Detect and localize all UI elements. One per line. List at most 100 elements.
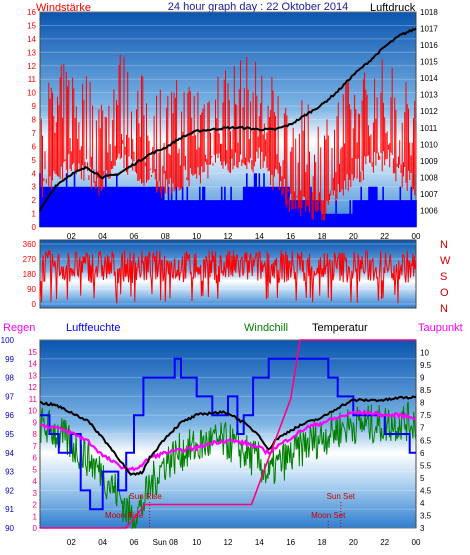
pressure-tick-label: 1011: [420, 124, 438, 133]
time-tick-label: 22: [380, 232, 389, 241]
legend-dewpoint: Taupunkt: [418, 322, 463, 334]
direction-tick-label: 0: [32, 300, 37, 309]
direction-tick-label: 90: [27, 285, 36, 294]
time-tick-label: 14: [255, 538, 264, 547]
time-tick-label: 12: [224, 232, 233, 241]
wind-speed-tick-label: 10: [27, 89, 36, 98]
wind-speed-tick-label: 2: [32, 196, 37, 205]
legend-humidity: Luftfeuchte: [66, 322, 120, 334]
time-tick-label: 14: [255, 232, 264, 241]
time-tick-label: 16: [286, 538, 295, 547]
wind-speed-tick-label: 3: [32, 183, 37, 192]
humidity-tick-label: 95: [5, 430, 14, 439]
time-tick-label: 10: [192, 538, 201, 547]
temperature-tick-label: 7: [420, 424, 425, 433]
time-tick-label: 08: [161, 232, 170, 241]
time-tick-label: 22: [380, 538, 389, 547]
legend-temperature: Temperatur: [312, 322, 368, 334]
rain-tick-label: 2: [33, 501, 38, 510]
wind-speed-tick-label: 8: [32, 116, 37, 125]
legend-rain: Regen: [3, 322, 35, 334]
pressure-tick-label: 1007: [420, 190, 438, 199]
pressure-line: [39, 27, 417, 212]
temperature-tick-label: 10: [420, 349, 429, 358]
compass-label-n-bottom: N: [440, 303, 448, 315]
rain-tick-label: 1: [33, 512, 38, 521]
rain-tick-label: 4: [33, 477, 38, 486]
wind-speed-axis-label: Windstärke: [36, 2, 91, 14]
humidity-tick-label: 94: [5, 449, 14, 458]
compass-label-o: O: [440, 287, 449, 299]
wind-speed-tick-label: 0: [32, 223, 37, 232]
event-label: Moon Rise: [105, 511, 144, 520]
temperature-tick-label: 3.5: [420, 511, 432, 520]
time-tick-label: 18: [318, 538, 327, 547]
pressure-tick-label: 1016: [420, 41, 438, 50]
rain-tick-label: 13: [28, 371, 37, 380]
pressure-tick-label: 1017: [420, 25, 438, 34]
wind-speed-tick-label: 4: [32, 169, 37, 178]
humidity-tick-label: 99: [5, 355, 14, 364]
time-tick-label: 06: [130, 538, 139, 547]
pressure-tick-label: 1009: [420, 157, 438, 166]
temperature-tick-label: 8.5: [420, 386, 432, 395]
rain-tick-label: 8: [33, 430, 38, 439]
rain-tick-label: 6: [33, 454, 38, 463]
dewpoint-line: [39, 409, 417, 474]
event-label: Sun Set: [327, 492, 356, 501]
time-tick-label: 12: [224, 538, 233, 547]
event-label: Moon Set: [311, 511, 346, 520]
temperature-tick-label: 5.5: [420, 461, 432, 470]
time-tick-label: 20: [349, 538, 358, 547]
temperature-tick-label: 9: [420, 374, 425, 383]
time-tick-label: 04: [98, 232, 107, 241]
wind-speed-bars: [39, 54, 417, 221]
rain-tick-label: 9: [33, 418, 38, 427]
rain-tick-label: 5: [33, 465, 38, 474]
time-tick-label: 00: [412, 538, 421, 547]
time-tick-label: 06: [130, 232, 139, 241]
temperature-tick-label: 3: [420, 524, 425, 533]
rain-tick-label: 11: [29, 395, 38, 404]
temperature-tick-label: 5: [420, 474, 425, 483]
pressure-tick-label: 1006: [420, 206, 438, 215]
time-tick-label: 02: [67, 538, 76, 547]
rain-tick-label: 12: [28, 383, 37, 392]
wind-speed-tick-label: 6: [32, 142, 37, 151]
time-tick-label: 16: [286, 232, 295, 241]
humidity-tick-label: 100: [1, 336, 15, 345]
compass-label-w: W: [440, 255, 451, 267]
direction-tick-label: 180: [23, 270, 37, 279]
pressure-tick-label: 1013: [420, 91, 438, 100]
wind-speed-tick-label: 9: [32, 102, 37, 111]
humidity-tick-label: 92: [5, 486, 14, 495]
wind-speed-tick-label: 12: [27, 62, 36, 71]
humidity-tick-label: 90: [5, 524, 14, 533]
rain-tick-label: 3: [33, 489, 38, 498]
wind-speed-tick-label: 7: [32, 129, 37, 138]
temperature-tick-label: 8: [420, 399, 425, 408]
time-tick-label: Sun 08: [153, 538, 179, 547]
direction-tick-label: 360: [23, 240, 37, 249]
humidity-tick-label: 98: [5, 374, 14, 383]
humidity-line: [40, 357, 416, 511]
pressure-tick-label: 1014: [420, 74, 438, 83]
temperature-tick-label: 4: [420, 499, 425, 508]
rain-tick-label: 7: [33, 442, 38, 451]
wind-speed-tick-label: 11: [28, 75, 37, 84]
pressure-tick-label: 1010: [420, 140, 438, 149]
time-tick-label: 20: [349, 232, 358, 241]
wind-speed-tick-label: 14: [27, 35, 36, 44]
compass-label-n-top: N: [440, 239, 448, 251]
pressure-tick-label: 1008: [420, 173, 438, 182]
rain-tick-label: 15: [28, 348, 37, 357]
wind-speed-tick-label: 15: [27, 21, 36, 30]
temperature-tick-label: 6: [420, 449, 425, 458]
time-tick-label: 18: [318, 232, 327, 241]
humidity-tick-label: 96: [5, 411, 14, 420]
wind-direction-line: [39, 249, 417, 304]
wind-gust-bars: [39, 173, 417, 227]
temperature-tick-label: 4.5: [420, 486, 432, 495]
